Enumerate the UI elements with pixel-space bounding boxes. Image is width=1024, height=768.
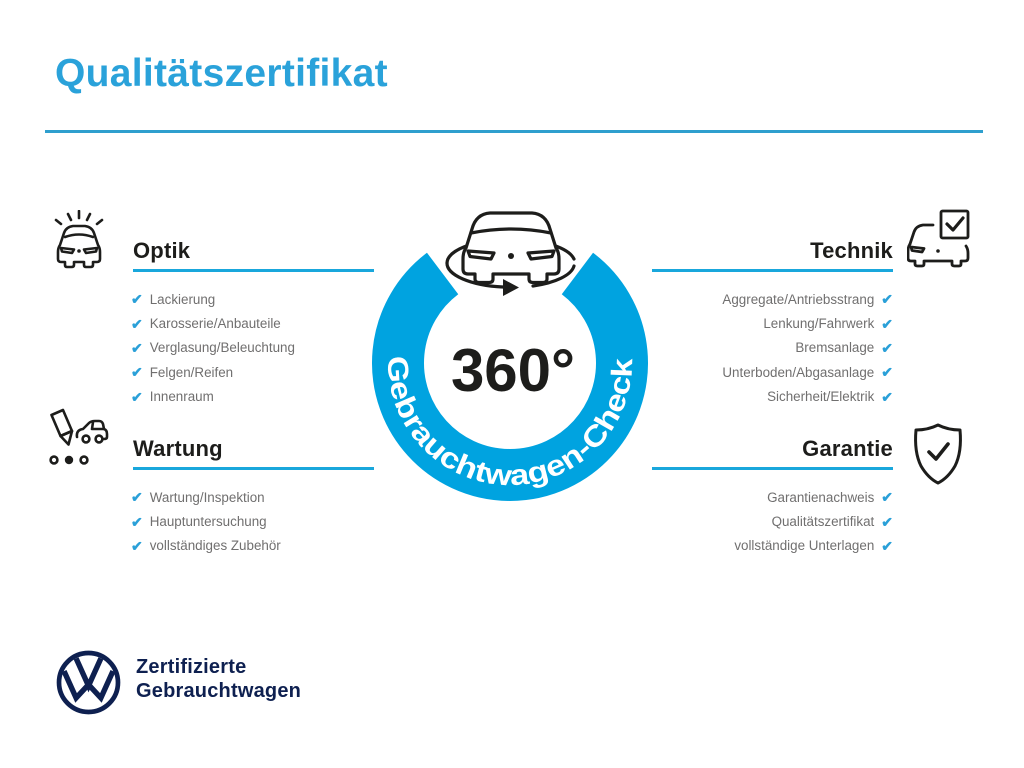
checklist-item: Qualitätszertifikat: [772, 509, 893, 533]
brand-text: Zertifizierte Gebrauchtwagen: [136, 655, 301, 703]
brand-line1: Zertifizierte: [136, 656, 247, 678]
title-underline: [45, 130, 983, 133]
check-icon: [131, 515, 143, 529]
technik-checklist: Aggregate/Antriebsstrang Lenkung/Fahrwer…: [722, 287, 893, 409]
check-icon: [881, 292, 893, 306]
rotating-car-icon: [461, 211, 561, 285]
check-icon: [131, 365, 143, 379]
checklist-item-label: Felgen/Reifen: [149, 364, 234, 380]
check-icon: [881, 365, 893, 379]
ring-arc: [372, 252, 648, 501]
checklist-item-label: Sicherheit/Elektrik: [767, 389, 875, 405]
garantie-checklist: Garantienachweis Qualitätszertifikat vol…: [734, 485, 893, 558]
check-icon: [131, 341, 143, 355]
section-underline-garantie: [652, 467, 893, 470]
check-icon: [881, 341, 893, 355]
check-icon: [881, 490, 893, 504]
checklist-item: Bremsanlage: [795, 336, 893, 360]
check-icon: [881, 317, 893, 331]
badge-360: 360° Gebrauchtwagen-Check: [372, 211, 648, 501]
shine-car-icon: [54, 210, 104, 269]
checklist-item-label: vollständige Unterlagen: [734, 538, 875, 554]
service-pencil-car-icon: [49, 408, 109, 465]
checklist-item-label: Qualitätszertifikat: [771, 514, 875, 530]
checklist-item-label: Lenkung/Fahrwerk: [763, 316, 875, 332]
checklist-item: Karosserie/Anbauteile: [131, 311, 295, 335]
checklist-item: Lenkung/Fahrwerk: [763, 311, 893, 335]
wartung-checklist: Wartung/Inspektion Hauptuntersuchung vol…: [131, 485, 281, 558]
checklist-item-label: Innenraum: [149, 389, 214, 405]
checklist-item: Innenraum: [131, 385, 295, 409]
section-heading-garantie: Garantie: [802, 436, 893, 461]
checklist-item: Aggregate/Antriebsstrang: [722, 287, 893, 311]
checklist-item-label: Bremsanlage: [795, 340, 875, 356]
check-icon: [881, 515, 893, 529]
checklist-item: Wartung/Inspektion: [131, 485, 281, 509]
checklist-item-label: Wartung/Inspektion: [149, 489, 265, 505]
check-icon: [131, 292, 143, 306]
check-icon: [881, 390, 893, 404]
section-heading-technik: Technik: [810, 238, 893, 263]
checklist-item-label: Verglasung/Beleuchtung: [149, 340, 295, 356]
checklist-item-label: Lackierung: [149, 291, 216, 307]
check-icon: [131, 390, 143, 404]
shield-check-icon: [914, 423, 962, 485]
checklist-item-label: Unterboden/Abgasanlage: [722, 364, 875, 380]
check-icon: [131, 317, 143, 331]
section-underline-optik: [133, 269, 374, 272]
checklist-item: Garantienachweis: [767, 485, 893, 509]
checklist-item-label: Karosserie/Anbauteile: [149, 316, 281, 332]
checklist-item: Felgen/Reifen: [131, 360, 295, 384]
checklist-item: Unterboden/Abgasanlage: [722, 360, 893, 384]
section-underline-technik: [652, 269, 893, 272]
checklist-item: vollständiges Zubehör: [131, 534, 281, 558]
brand-line2: Gebrauchtwagen: [136, 680, 302, 702]
optik-checklist: Lackierung Karosserie/Anbauteile Verglas…: [131, 287, 295, 409]
section-heading-optik: Optik: [133, 238, 191, 263]
checklist-item-label: Aggregate/Antriebsstrang: [722, 291, 875, 307]
check-icon: [131, 539, 143, 553]
vw-logo: [56, 650, 121, 715]
checklist-item: Sicherheit/Elektrik: [767, 385, 893, 409]
rotation-arrowhead: [503, 279, 519, 296]
section-underline-wartung: [133, 467, 374, 470]
checklist-item: Hauptuntersuchung: [131, 509, 281, 533]
checklist-item: Verglasung/Beleuchtung: [131, 336, 295, 360]
car-checkbox-icon: [907, 209, 970, 268]
checklist-item: Lackierung: [131, 287, 295, 311]
check-icon: [881, 539, 893, 553]
checklist-item-label: Hauptuntersuchung: [149, 514, 267, 530]
car-emblem-dot: [508, 253, 514, 259]
checklist-item-label: vollständiges Zubehör: [149, 538, 281, 554]
checklist-item-label: Garantienachweis: [767, 489, 875, 505]
checklist-item: vollständige Unterlagen: [734, 534, 893, 558]
badge-center-value: 360°: [451, 337, 575, 404]
page-title: Qualitätszertifikat: [55, 52, 388, 95]
section-heading-wartung: Wartung: [133, 436, 223, 461]
check-icon: [131, 490, 143, 504]
